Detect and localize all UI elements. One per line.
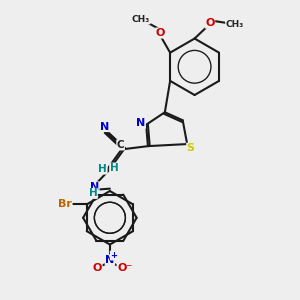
Text: N: N [100, 122, 110, 131]
Text: O: O [93, 263, 102, 273]
Text: H: H [98, 164, 107, 174]
Text: O: O [156, 28, 165, 38]
Text: N: N [90, 182, 99, 192]
Text: N: N [136, 118, 146, 128]
Text: CH₃: CH₃ [132, 15, 150, 24]
Text: H: H [110, 163, 118, 173]
Text: O: O [206, 18, 215, 28]
Text: S: S [187, 143, 195, 153]
Text: C: C [117, 140, 124, 150]
Text: H: H [88, 188, 97, 198]
Text: N: N [105, 255, 115, 265]
Text: O⁻: O⁻ [117, 263, 132, 273]
Text: +: + [110, 251, 117, 260]
Text: CH₃: CH₃ [226, 20, 244, 29]
Text: Br: Br [58, 199, 72, 209]
